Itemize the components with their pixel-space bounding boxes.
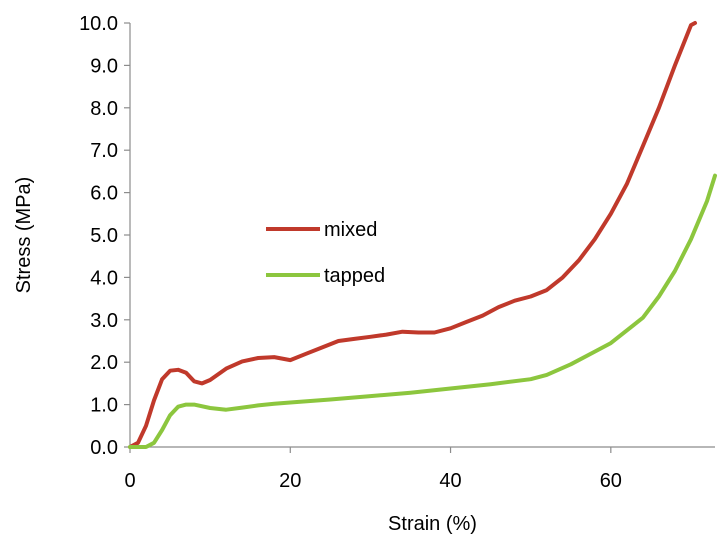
legend: mixed tapped — [266, 219, 385, 287]
x-tick-label: 40 — [439, 470, 461, 492]
series-line-tapped — [128, 173, 717, 449]
legend-label-mixed: mixed — [324, 219, 377, 241]
y-tick-label: 3.0 — [90, 310, 118, 332]
y-tick-label: 9.0 — [90, 55, 118, 77]
y-tick-label: 7.0 — [90, 140, 118, 162]
y-tick-label: 6.0 — [90, 183, 118, 205]
y-axis: 0.0 1.0 2.0 3.0 4.0 5.0 6.0 7.0 8.0 9.0 10.0 — [79, 13, 131, 459]
y-tick-label: 2.0 — [90, 352, 118, 374]
y-tick-label: 10.0 — [79, 13, 118, 35]
x-tick-label: 20 — [279, 470, 301, 492]
x-axis: 0 20 40 60 — [124, 446, 715, 492]
y-tick-label: 5.0 — [90, 225, 118, 247]
x-tick-label: 0 — [124, 470, 135, 492]
series-line-mixed — [128, 21, 697, 449]
y-tick-label: 1.0 — [90, 395, 118, 417]
y-tick-label: 4.0 — [90, 267, 118, 289]
y-tick-label: 0.0 — [90, 437, 118, 459]
legend-label-tapped: tapped — [324, 265, 385, 287]
y-tick-label: 8.0 — [90, 98, 118, 120]
x-axis-title: Strain (%) — [388, 513, 477, 535]
x-tick-label: 60 — [600, 470, 622, 492]
y-axis-title: Stress (MPa) — [13, 177, 35, 294]
series-lines — [128, 21, 717, 449]
